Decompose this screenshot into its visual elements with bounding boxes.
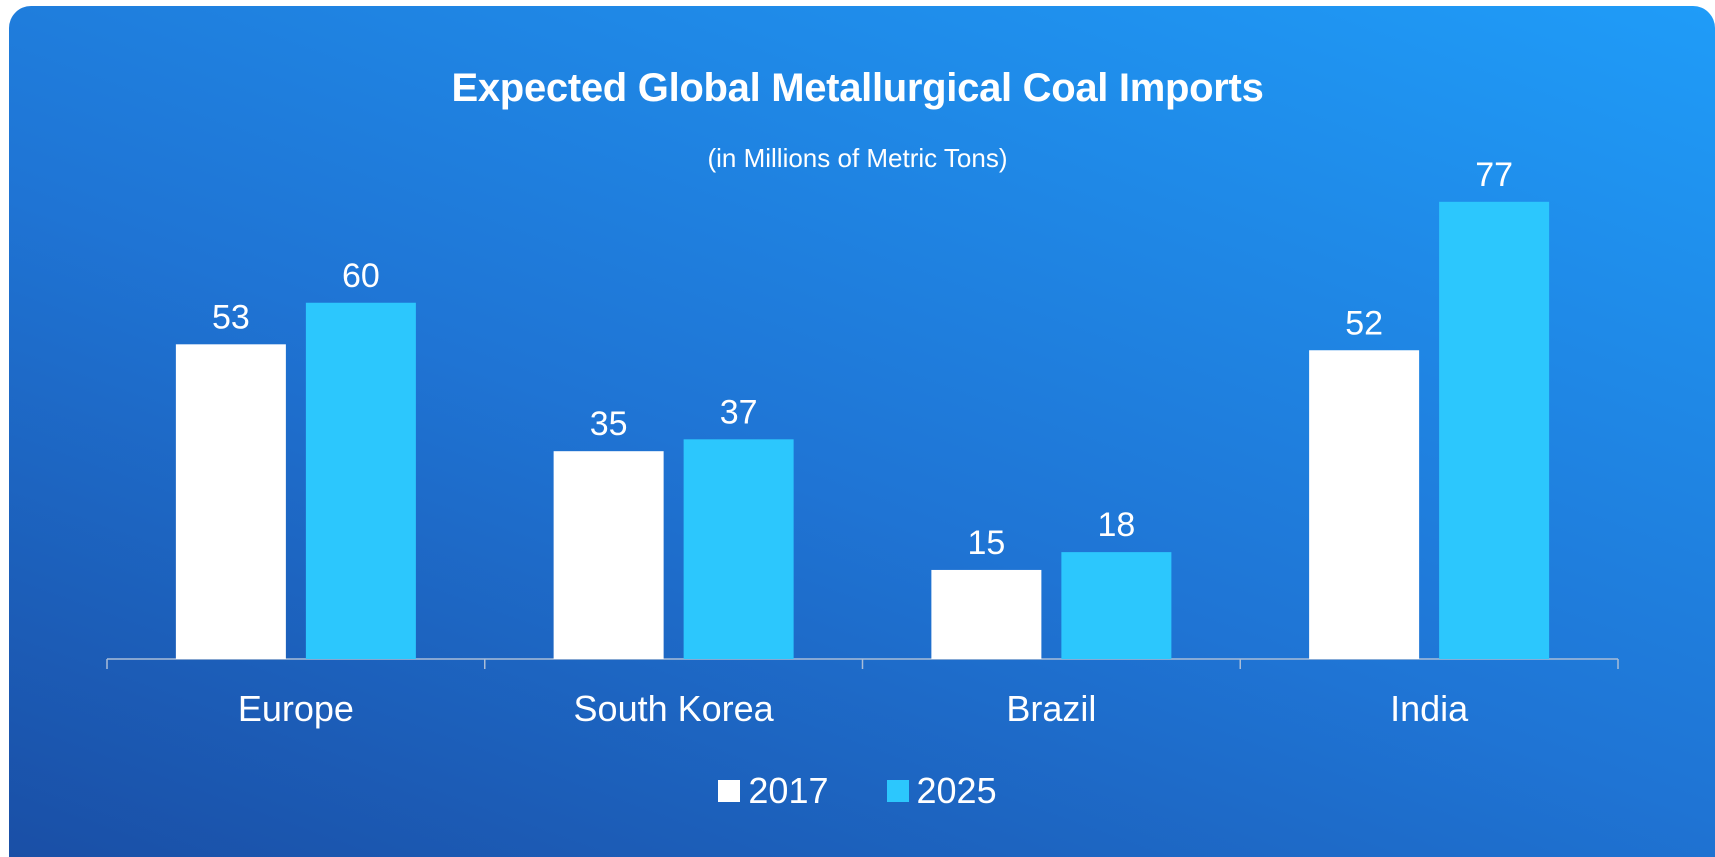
data-label-brazil-2017: 15 [967, 524, 1005, 562]
bar-india-2017 [1309, 350, 1420, 659]
bar-europe-2025 [305, 302, 416, 659]
x-tick-label-europe: Europe [238, 688, 354, 729]
data-label-india-2025: 77 [1475, 156, 1513, 194]
legend-swatch-2017 [718, 780, 741, 802]
bar-india-2025 [1439, 201, 1550, 659]
bar-brazil-2017 [931, 569, 1042, 659]
legend-item-2017: 2017 [718, 770, 829, 812]
legend-swatch-2025 [886, 780, 909, 802]
legend-label-2017: 2017 [748, 770, 829, 811]
x-tick-label-south-korea: South Korea [574, 688, 775, 729]
data-label-india-2017: 52 [1345, 304, 1383, 342]
data-label-europe-2017: 53 [212, 298, 250, 336]
data-label-south-korea-2017: 35 [590, 405, 628, 443]
chart-panel [9, 6, 1715, 857]
bar-europe-2017 [175, 344, 286, 659]
data-label-brazil-2025: 18 [1097, 506, 1135, 544]
data-label-europe-2025: 60 [342, 257, 380, 295]
legend: 2017 2025 [0, 770, 1715, 812]
chart-subtitle: (in Millions of Metric Tons) [707, 143, 1008, 173]
x-tick-label-india: India [1390, 688, 1469, 729]
data-label-south-korea-2025: 37 [720, 393, 758, 431]
legend-item-2025: 2025 [886, 770, 997, 812]
bar-south-korea-2025 [683, 439, 794, 659]
bar-south-korea-2017 [553, 451, 664, 659]
x-tick-label-brazil: Brazil [1006, 688, 1096, 729]
chart-title: Expected Global Metallurgical Coal Impor… [451, 66, 1264, 110]
bar-brazil-2025 [1061, 552, 1172, 659]
legend-label-2025: 2025 [916, 770, 997, 811]
